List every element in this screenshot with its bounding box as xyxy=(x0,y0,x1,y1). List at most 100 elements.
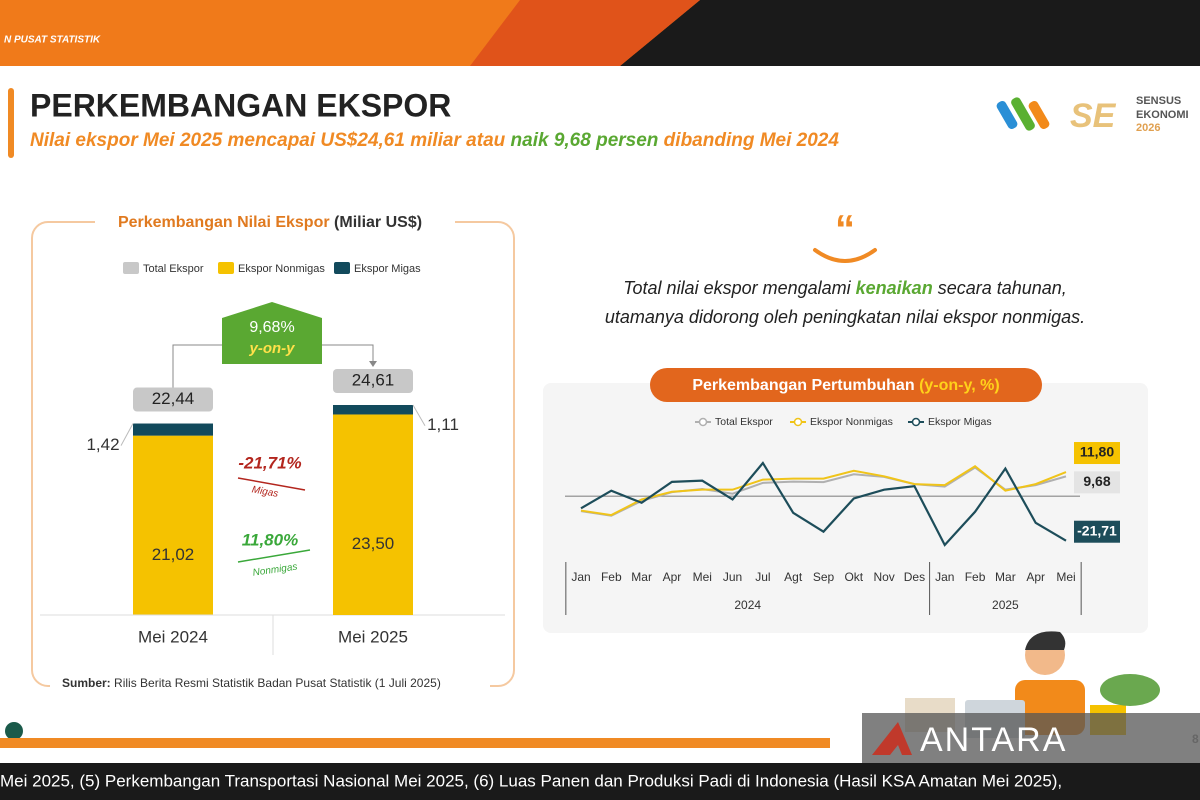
x-tick-label: Mar xyxy=(995,570,1016,584)
bar-segment xyxy=(333,414,413,615)
x-tick-label: Sep xyxy=(813,570,835,584)
migas-leader xyxy=(120,423,134,446)
quote-line: utamanya didorong oleh peningkatan nilai… xyxy=(605,307,1085,327)
group-label: 2024 xyxy=(734,598,761,612)
top-bar-label: N PUSAT STATISTIK xyxy=(4,35,101,46)
line-title: Perkembangan Pertumbuhan (y-on-y, %) xyxy=(692,377,999,394)
ticker-bar xyxy=(0,763,1200,800)
header-title: PERKEMBANGAN EKSPOR xyxy=(30,87,451,123)
logo-text: EKONOMI xyxy=(1136,109,1189,121)
source: Sumber: Rilis Berita Resmi Statistik Bad… xyxy=(62,676,441,690)
x-tick-label: Mei 2025 xyxy=(338,627,408,646)
line-title-unit: (y-on-y, %) xyxy=(919,377,1000,394)
corner-icon xyxy=(5,722,23,740)
source-label: Sumber: xyxy=(62,676,111,690)
x-tick-label: Mar xyxy=(631,570,652,584)
total-box xyxy=(333,369,413,393)
legend-marker xyxy=(698,417,708,427)
legend-label: Ekspor Nonmigas xyxy=(238,263,325,275)
bar-title-text: Perkembangan Nilai Ekspor xyxy=(118,214,330,231)
watermark-bg xyxy=(862,713,1200,763)
top-stripe-dark xyxy=(470,0,700,66)
logo-text: SENSUS xyxy=(1136,95,1181,107)
end-label: 11,80 xyxy=(1080,444,1114,460)
legend-label: Total Ekspor xyxy=(715,416,773,428)
series-line xyxy=(580,465,1067,517)
header-subtitle: Nilai ekspor Mei 2025 mencapai US$24,61 … xyxy=(30,130,839,151)
end-label: 9,68 xyxy=(1083,473,1110,489)
legend-label: Ekspor Nonmigas xyxy=(810,416,893,428)
legend-swatch xyxy=(334,262,350,274)
migas-value-label: 1,42 xyxy=(86,435,119,454)
x-tick-label: Mei xyxy=(1056,570,1075,584)
watermark-icon xyxy=(872,722,912,755)
x-tick-label: Feb xyxy=(601,570,622,584)
total-label: 22,44 xyxy=(152,389,195,408)
bar-value-label: 21,02 xyxy=(152,545,195,564)
change-badge xyxy=(222,302,322,364)
nonmigas-change: 11,80% xyxy=(242,530,298,549)
series-line xyxy=(580,461,1067,547)
migas-value-label: 1,11 xyxy=(427,415,459,434)
bar-segment xyxy=(333,405,413,415)
ticker: Mei 2025, (5) Perkembangan Transportasi … xyxy=(0,771,1062,790)
x-tick-label: Jun xyxy=(723,570,742,584)
legend-swatch xyxy=(218,262,234,274)
logo-bar xyxy=(1028,100,1050,130)
x-tick-label: Mei xyxy=(693,570,712,584)
quote-text: secara tahunan, xyxy=(933,278,1067,298)
nonmigas-arrow xyxy=(237,549,311,563)
watermark: ANTARA xyxy=(920,721,1067,759)
bar-segment xyxy=(133,435,213,615)
logo-mark: SE xyxy=(1070,97,1117,135)
legend-label: Total Ekspor xyxy=(143,263,204,275)
change-value: 9,68% xyxy=(249,319,294,336)
quote-smile xyxy=(813,248,877,263)
quote-highlight: kenaikan xyxy=(856,278,933,298)
x-tick-label: Agt xyxy=(784,570,803,584)
bar-segment xyxy=(133,423,213,436)
legend-marker xyxy=(793,417,803,427)
source-bg xyxy=(50,672,490,696)
bar-title: Perkembangan Nilai Ekspor (Miliar US$) xyxy=(118,214,422,231)
bar-title-unit: (Miliar US$) xyxy=(334,214,422,231)
legend-label: Ekspor Migas xyxy=(928,416,992,428)
migas-leader xyxy=(412,404,426,426)
x-tick-label: Mei 2024 xyxy=(138,627,208,646)
page-number: 8 xyxy=(1192,732,1199,746)
change-note: y-on-y xyxy=(249,340,296,357)
end-label: -21,71 xyxy=(1077,522,1117,538)
x-tick-label: Feb xyxy=(965,570,986,584)
person-hair xyxy=(1025,631,1066,650)
bar-value-label: 23,50 xyxy=(352,534,395,553)
quote-mark: “ xyxy=(835,208,855,252)
change-arrowhead xyxy=(369,361,377,367)
migas-arrow xyxy=(237,477,306,491)
plant xyxy=(1100,674,1160,706)
logo-text: 2026 xyxy=(1136,122,1160,134)
logo: SE SENSUS EKONOMI 2026 xyxy=(996,95,1189,135)
source-text: Rilis Berita Resmi Statistik Badan Pusat… xyxy=(114,676,441,690)
x-tick-label: Jul xyxy=(755,570,770,584)
quote-text: Total nilai ekspor mengalami xyxy=(623,278,855,298)
logo-bar xyxy=(996,100,1018,130)
x-tick-label: Nov xyxy=(873,570,894,584)
nonmigas-note: Nonmigas xyxy=(252,562,298,579)
migas-change: -21,71% xyxy=(238,453,301,472)
line-title-pill xyxy=(650,368,1042,402)
legend-label: Ekspor Migas xyxy=(354,263,421,275)
x-tick-label: Okt xyxy=(844,570,863,584)
progress-bar xyxy=(0,738,830,748)
end-label-box xyxy=(1074,471,1120,494)
logo-bar xyxy=(1011,97,1035,131)
subtitle-part: Nilai ekspor Mei 2025 mencapai US$24,61 … xyxy=(30,130,511,151)
bar-title-bg xyxy=(95,210,455,236)
quote-line: Total nilai ekspor mengalami kenaikan se… xyxy=(623,278,1067,298)
total-box xyxy=(133,387,213,412)
end-label-box xyxy=(1074,442,1120,465)
end-label-box xyxy=(1074,520,1120,543)
migas-note: Migas xyxy=(251,484,279,499)
x-tick-label: Jan xyxy=(571,570,590,584)
group-label: 2025 xyxy=(992,598,1019,612)
subtitle-part: dibanding Mei 2024 xyxy=(658,130,839,151)
